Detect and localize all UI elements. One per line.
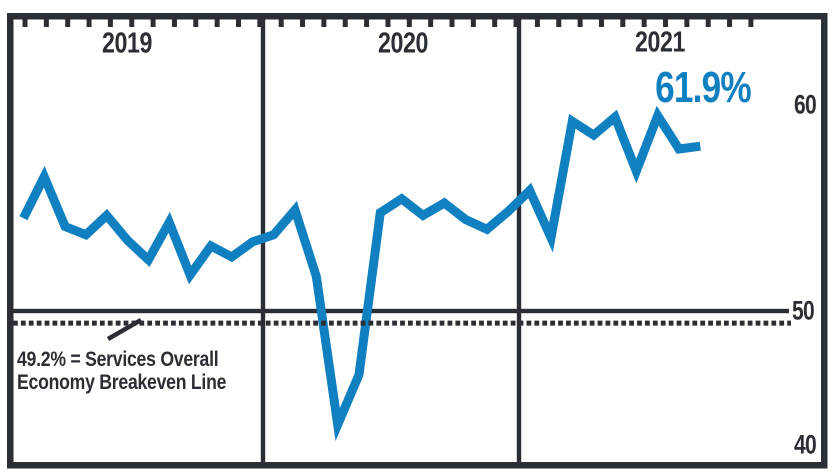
reference-line-50 — [13, 308, 789, 314]
y-axis-label-60: 60 — [794, 89, 817, 120]
month-tick — [470, 19, 476, 27]
breakeven-annotation-line1: 49.2% = Services Overall — [17, 348, 219, 371]
month-tick — [705, 19, 711, 27]
month-tick — [107, 19, 113, 27]
y-axis-label-40: 40 — [794, 429, 817, 460]
year-label-2021: 2021 — [634, 26, 686, 59]
month-tick — [300, 19, 306, 27]
month-tick — [257, 19, 263, 27]
month-tick — [449, 19, 455, 27]
month-tick — [406, 19, 412, 27]
month-tick — [727, 19, 733, 27]
month-tick — [577, 19, 583, 27]
month-tick — [385, 19, 391, 27]
chart-border — [7, 13, 828, 469]
month-tick — [150, 19, 156, 27]
month-tick — [65, 19, 71, 27]
month-tick — [556, 19, 562, 27]
breakeven-annotation: 49.2% = Services Overall Economy Breakev… — [17, 348, 226, 394]
month-tick — [22, 19, 28, 27]
year-divider — [516, 19, 522, 462]
month-tick — [171, 19, 177, 27]
month-tick — [684, 19, 690, 27]
y-axis-label-50: 50 — [792, 295, 815, 326]
month-tick — [342, 19, 348, 27]
breakeven-annotation-line2: Economy Breakeven Line — [17, 371, 227, 394]
month-tick — [321, 19, 327, 27]
month-tick — [86, 19, 92, 27]
annotation-pointer-line — [106, 318, 143, 341]
month-tick — [620, 19, 626, 27]
month-tick — [663, 19, 668, 27]
month-tick — [278, 19, 284, 27]
month-tick — [214, 19, 220, 27]
month-tick — [43, 19, 49, 27]
month-tick — [129, 19, 135, 27]
pmi-line — [19, 105, 701, 442]
month-tick — [641, 19, 647, 27]
month-tick — [428, 19, 434, 27]
month-tick — [534, 19, 540, 27]
month-tick — [236, 19, 241, 27]
month-tick — [513, 19, 519, 27]
month-tick — [748, 19, 754, 27]
year-label-2019: 2019 — [101, 27, 153, 60]
latest-value-label: 61.9% — [655, 63, 752, 112]
month-tick — [598, 19, 604, 27]
year-label-2020: 2020 — [377, 27, 429, 60]
month-tick — [492, 19, 498, 27]
month-tick — [364, 19, 370, 27]
month-tick — [193, 19, 199, 27]
